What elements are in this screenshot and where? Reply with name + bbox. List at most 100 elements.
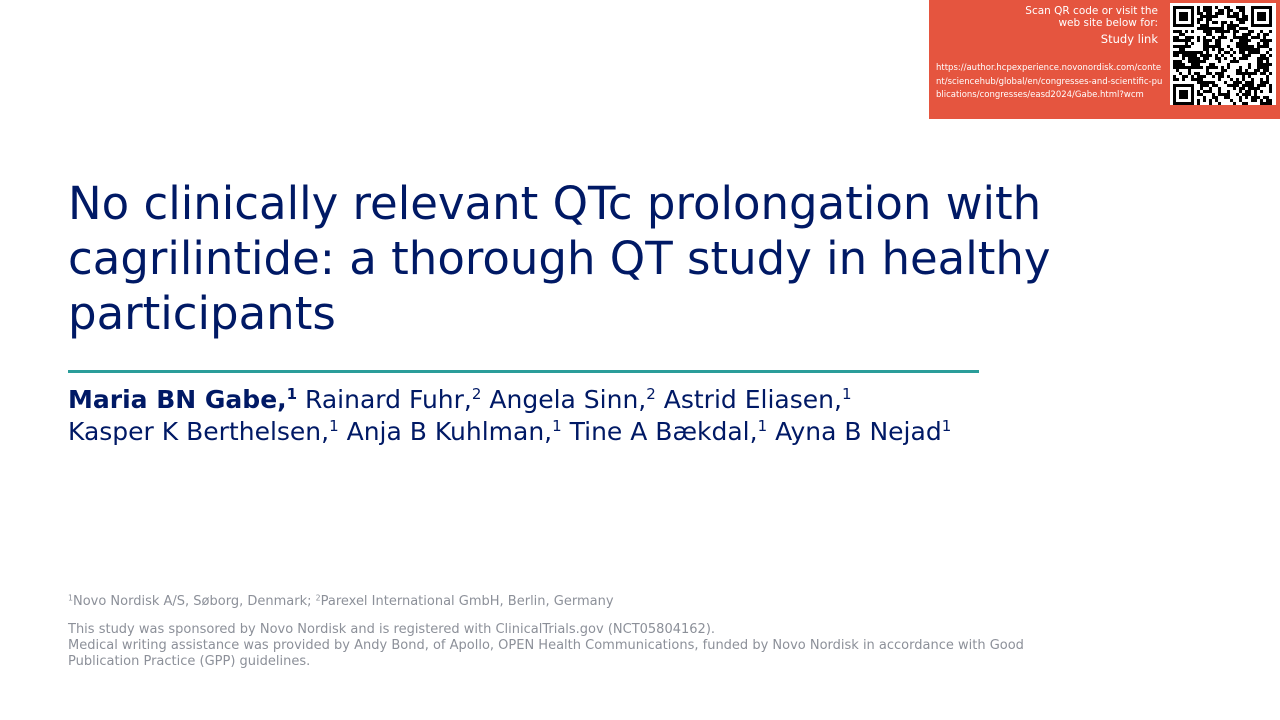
qr-module	[1260, 72, 1263, 75]
qr-module	[1227, 6, 1230, 9]
qr-module	[1194, 63, 1197, 66]
qr-module	[1236, 72, 1239, 75]
qr-module	[1182, 33, 1185, 36]
qr-module	[1242, 15, 1245, 18]
author-name: Ayna B Nejad	[775, 417, 942, 446]
qr-module	[1254, 69, 1257, 72]
qr-module	[1257, 12, 1266, 21]
qr-module	[1209, 9, 1212, 12]
qr-module	[1230, 21, 1233, 24]
qr-module	[1173, 78, 1176, 81]
qr-module	[1251, 30, 1254, 33]
qr-module	[1260, 81, 1263, 84]
qr-module	[1215, 96, 1218, 99]
qr-module	[1212, 81, 1215, 84]
qr-module	[1206, 48, 1209, 51]
qr-module	[1209, 102, 1212, 105]
qr-module	[1236, 69, 1239, 72]
qr-module	[1209, 81, 1212, 84]
qr-module	[1200, 54, 1203, 57]
qr-module	[1173, 54, 1176, 57]
qr-module	[1245, 57, 1248, 60]
qr-module	[1185, 45, 1188, 48]
qr-module	[1221, 54, 1224, 57]
qr-module	[1248, 72, 1251, 75]
link-label[interactable]: Study link	[1100, 32, 1158, 46]
qr-module	[1203, 90, 1206, 93]
qr-module	[1206, 45, 1209, 48]
qr-module	[1197, 66, 1200, 69]
study-url[interactable]: https://author.hcpexperience.novonordisk…	[936, 63, 1163, 100]
qr-module	[1266, 57, 1269, 60]
qr-module	[1197, 39, 1200, 42]
qr-module	[1245, 102, 1248, 105]
qr-module	[1263, 33, 1266, 36]
qr-module	[1245, 93, 1248, 96]
qr-module	[1206, 81, 1209, 84]
qr-module	[1263, 102, 1266, 105]
qr-module	[1245, 18, 1248, 21]
author: Anja B Kuhlman,1	[347, 417, 562, 446]
qr-module	[1233, 24, 1236, 27]
qr-module	[1239, 21, 1242, 24]
qr-module	[1176, 30, 1179, 33]
affiliation-marker: 1	[329, 417, 339, 435]
qr-module	[1263, 96, 1266, 99]
qr-module	[1254, 51, 1257, 54]
qr-module	[1257, 45, 1260, 48]
qr-module	[1245, 39, 1248, 42]
qr-module	[1254, 48, 1257, 51]
qr-module	[1200, 87, 1203, 90]
affiliation-marker: 2	[471, 385, 482, 403]
qr-module	[1188, 36, 1191, 39]
qr-module	[1185, 66, 1188, 69]
qr-module	[1245, 27, 1248, 30]
divider	[68, 370, 979, 373]
qr-module	[1218, 57, 1221, 60]
qr-module	[1227, 63, 1230, 66]
qr-module	[1233, 84, 1236, 87]
qr-module	[1248, 90, 1251, 93]
qr-module	[1188, 45, 1191, 48]
affiliation-marker: 1	[941, 417, 952, 435]
qr-module	[1200, 60, 1203, 63]
qr-module	[1251, 96, 1254, 99]
author: Ayna B Nejad1	[775, 417, 951, 446]
qr-module	[1176, 66, 1179, 69]
author-name: Maria BN Gabe,	[68, 385, 287, 414]
qr-module	[1206, 18, 1209, 21]
qr-module	[1209, 45, 1212, 48]
qr-module	[1239, 81, 1242, 84]
qr-module	[1194, 72, 1197, 75]
qr-module	[1263, 39, 1266, 42]
author-name: Kasper K Berthelsen,	[68, 417, 330, 446]
qr-module	[1242, 21, 1245, 24]
qr-module	[1257, 57, 1260, 60]
qr-module	[1218, 93, 1221, 96]
qr-module	[1263, 57, 1266, 60]
qr-module	[1215, 72, 1218, 75]
qr-module	[1257, 66, 1260, 69]
qr-module	[1173, 51, 1176, 54]
qr-module	[1206, 51, 1209, 54]
qr-module	[1191, 42, 1194, 45]
qr-module	[1257, 63, 1260, 66]
qr-module	[1263, 69, 1266, 72]
qr-module	[1194, 78, 1197, 81]
qr-module	[1215, 30, 1218, 33]
qr-module	[1236, 93, 1239, 96]
qr-module	[1242, 33, 1245, 36]
qr-module	[1209, 6, 1212, 9]
author-name: Rainard Fuhr,	[305, 385, 472, 414]
qr-module	[1233, 102, 1236, 105]
qr-module	[1182, 63, 1185, 66]
qr-module	[1248, 48, 1251, 51]
qr-module	[1242, 36, 1245, 39]
qr-module	[1182, 51, 1185, 54]
qr-module	[1203, 30, 1206, 33]
qr-module	[1242, 42, 1245, 45]
qr-module	[1221, 24, 1224, 27]
qr-module	[1221, 93, 1224, 96]
qr-module	[1245, 42, 1248, 45]
qr-module	[1242, 102, 1245, 105]
